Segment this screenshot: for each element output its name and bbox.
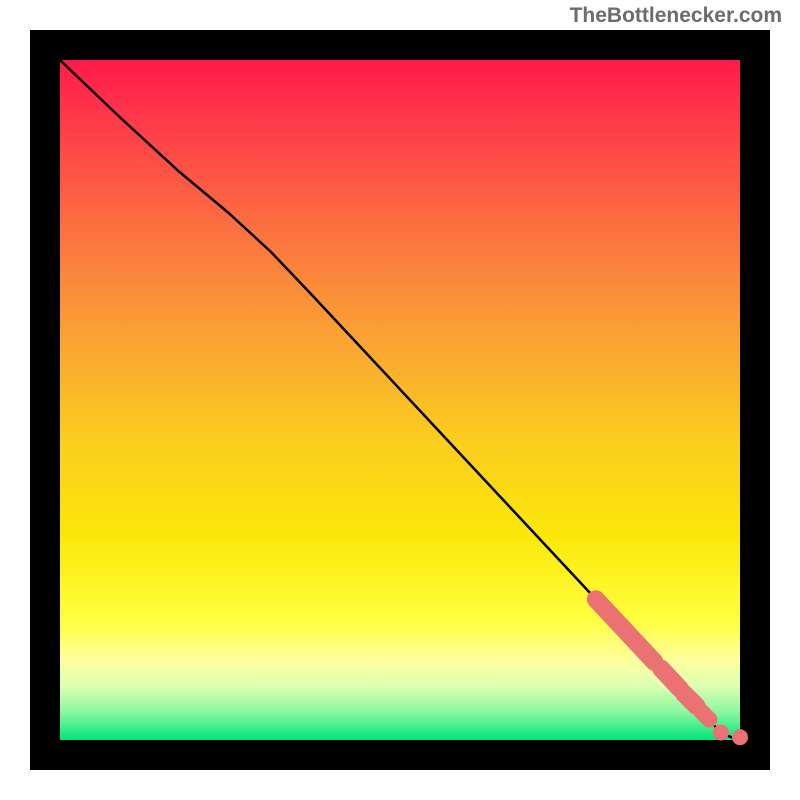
watermark-text: TheBottlenecker.com [570, 4, 782, 28]
marker-dot [713, 725, 729, 741]
chart-area [30, 30, 770, 770]
marker-dot [732, 729, 748, 745]
marker-segment [701, 711, 710, 720]
marker-segment [684, 694, 696, 706]
marker-segment [596, 599, 654, 662]
marker-segment [661, 669, 680, 689]
chart-overlay [30, 30, 770, 770]
